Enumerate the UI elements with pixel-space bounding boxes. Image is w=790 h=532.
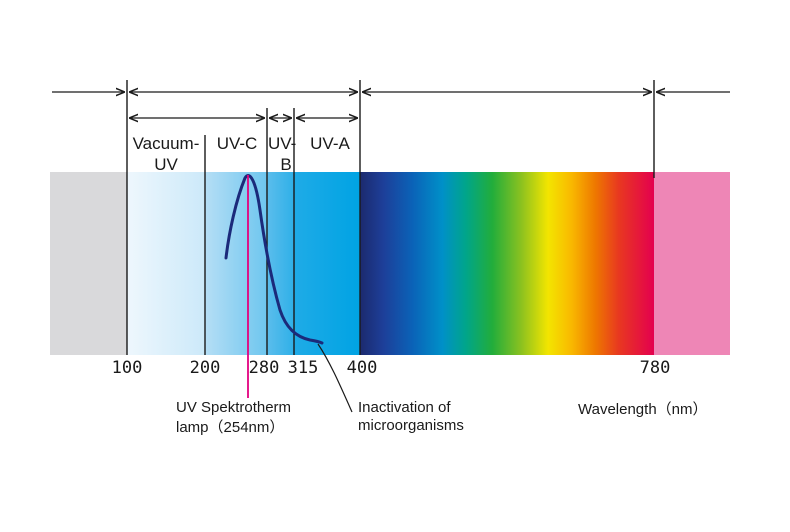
region-visible <box>360 172 654 355</box>
region-vacuum-uv <box>127 172 205 355</box>
tick-315: 315 <box>288 358 319 378</box>
region-uv-b <box>267 172 294 355</box>
region-uv-a <box>294 172 360 355</box>
lamp-label-line1: UV Spektrotherm <box>176 399 291 416</box>
label-uv-b-line1: UV- <box>268 134 296 153</box>
inactivation-leader-line <box>317 343 353 413</box>
inactivation-curve <box>224 174 324 345</box>
spectrum-bar <box>50 172 730 355</box>
lamp-label-line2: lamp（254nm） <box>176 419 284 436</box>
tick-780: 780 <box>640 358 671 378</box>
tick-400: 400 <box>347 358 378 378</box>
label-uv-b-line2: B <box>280 155 291 174</box>
label-vacuum-uv-line2: UV <box>154 155 178 174</box>
tick-280: 280 <box>249 358 280 378</box>
region-infrared <box>654 172 730 355</box>
label-vacuum-uv-line1: Vacuum- <box>133 134 200 153</box>
label-uv-a: UV-A <box>310 134 350 153</box>
region-below-100 <box>50 172 127 355</box>
tick-100: 100 <box>112 358 143 378</box>
boundary-lines <box>126 80 655 355</box>
inactivation-label-line1: Inactivation of <box>358 399 451 416</box>
wavelength-label: Wavelength（nm） <box>578 401 708 418</box>
tick-200: 200 <box>190 358 221 378</box>
label-uv-c: UV-C <box>217 134 258 153</box>
inactivation-label-line2: microorganisms <box>358 417 464 434</box>
